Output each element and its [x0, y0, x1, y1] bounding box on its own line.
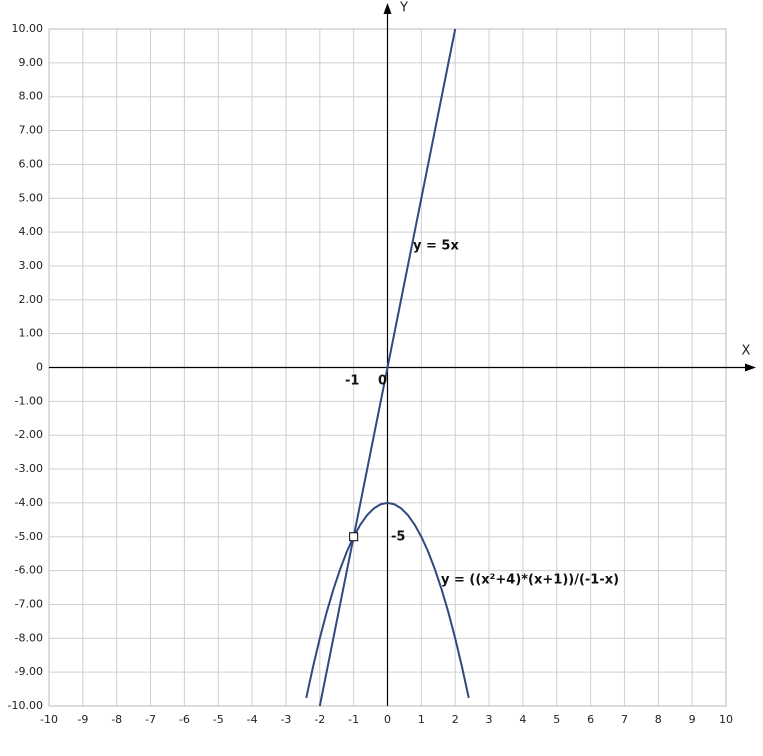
x-tick-label: 0 [384, 713, 391, 726]
x-tick-label: -1 [348, 713, 359, 726]
y-tick-label: 0 [36, 361, 43, 374]
y-tick-label: 3.00 [19, 259, 44, 272]
y-tick-label: -8.00 [15, 631, 43, 644]
y-tick-label: 10.00 [12, 22, 44, 35]
hole-marker [349, 532, 359, 542]
x-tick-label: -7 [145, 713, 156, 726]
y-tick-label: 9.00 [19, 56, 44, 69]
y-axis-arrow [383, 3, 392, 14]
y-tick-label: -1.00 [15, 394, 43, 407]
annotation: y = ((x²+4)*(x+1))/(-1-x) [441, 573, 619, 588]
y-tick-label: 2.00 [19, 293, 44, 306]
y-tick-label: -10.00 [8, 699, 43, 712]
x-tick-label: 3 [486, 713, 493, 726]
y-tick-label: -4.00 [15, 496, 43, 509]
x-axis-arrow [745, 363, 756, 372]
y-axis-label: Y [399, 1, 408, 16]
x-tick-label: 8 [655, 713, 662, 726]
x-tick-label: -10 [40, 713, 58, 726]
y-tick-label: 5.00 [19, 191, 44, 204]
x-tick-label: 6 [587, 713, 594, 726]
x-tick-label: 10 [719, 713, 733, 726]
y-tick-label: -9.00 [15, 665, 43, 678]
x-tick-label: -9 [77, 713, 88, 726]
y-tick-label: -7.00 [15, 597, 43, 610]
curve [318, 28, 457, 707]
x-tick-label: -4 [247, 713, 258, 726]
x-tick-label: -5 [213, 713, 224, 726]
annotation: -1 [345, 374, 359, 389]
y-tick-label: 4.00 [19, 225, 44, 238]
x-tick-label: -2 [314, 713, 325, 726]
y-tick-label: -3.00 [15, 462, 43, 475]
annotation: y = 5x [413, 239, 459, 254]
annotation: -5 [391, 530, 405, 545]
y-tick-label: -5.00 [15, 530, 43, 543]
x-tick-label: 1 [418, 713, 425, 726]
y-tick-label: -6.00 [15, 564, 43, 577]
x-tick-label: 7 [621, 713, 628, 726]
y-tick-label: 6.00 [19, 157, 44, 170]
y-tick-label: 7.00 [19, 124, 44, 137]
x-axis-label: X [742, 344, 751, 359]
x-tick-label: 5 [553, 713, 560, 726]
y-tick-label: -2.00 [15, 428, 43, 441]
x-tick-label: -6 [179, 713, 190, 726]
x-tick-label: -8 [111, 713, 122, 726]
x-tick-label: 4 [519, 713, 526, 726]
y-tick-label: 1.00 [19, 327, 44, 340]
x-tick-label: 2 [452, 713, 459, 726]
y-tick-label: 8.00 [19, 90, 44, 103]
x-tick-label: -3 [280, 713, 291, 726]
curve [305, 501, 470, 699]
annotation: 0 [378, 374, 387, 389]
x-tick-label: 9 [689, 713, 696, 726]
